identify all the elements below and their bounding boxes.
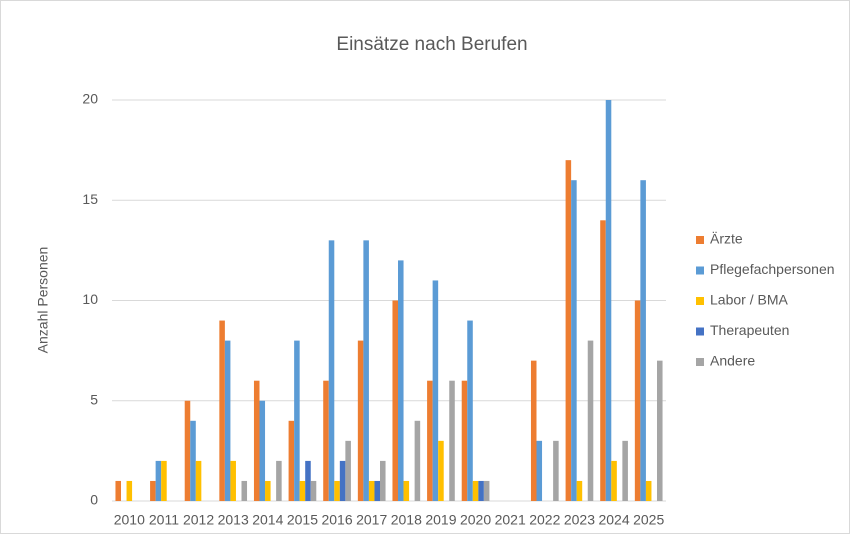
x-tick-label: 2025 <box>633 512 664 528</box>
x-tick-label: 2018 <box>391 512 422 528</box>
bar <box>467 320 473 501</box>
x-tick-label: 2023 <box>564 512 595 528</box>
legend-swatch <box>696 236 704 244</box>
x-tick-label: 2011 <box>149 512 179 528</box>
bar <box>640 180 646 501</box>
x-tick-label: 2015 <box>287 512 318 528</box>
x-tick-label: 2012 <box>183 512 214 528</box>
y-tick-label: 5 <box>90 391 98 407</box>
legend-swatch <box>696 266 704 275</box>
bar <box>576 480 583 501</box>
bar <box>536 440 543 501</box>
bar <box>461 380 468 501</box>
bar <box>565 160 572 501</box>
bar <box>265 480 271 501</box>
bar <box>230 460 236 501</box>
bar <box>339 460 346 501</box>
x-tick-label: 2021 <box>495 512 526 528</box>
bar <box>368 480 375 501</box>
x-tick-label: 2019 <box>425 512 456 528</box>
bar <box>483 480 490 501</box>
bar <box>611 460 617 501</box>
x-tick-label: 2022 <box>529 512 560 528</box>
x-tick-label: 2014 <box>252 512 283 528</box>
bar <box>432 280 439 501</box>
chart-title: Einsätze nach Berufen <box>336 34 527 55</box>
bar <box>571 180 577 501</box>
bar <box>634 300 641 501</box>
x-tick-label: 2010 <box>114 512 145 528</box>
bar <box>190 420 196 501</box>
bar <box>374 480 380 501</box>
bar <box>587 340 594 501</box>
x-tick-label: 2020 <box>460 512 491 528</box>
bar <box>323 380 329 501</box>
legend-label: Labor / BMA <box>710 292 788 308</box>
bar <box>276 460 282 501</box>
bar <box>126 480 133 501</box>
bar <box>195 460 202 501</box>
legend-label: Pflegefachpersonen <box>710 261 835 277</box>
bar <box>288 420 295 501</box>
bar <box>219 320 225 501</box>
bar <box>334 480 340 501</box>
bar <box>241 480 248 501</box>
bar <box>414 420 421 501</box>
x-tick-label: 2024 <box>598 512 629 528</box>
bar <box>363 240 369 501</box>
bar <box>155 460 162 501</box>
bar <box>553 440 559 501</box>
bar <box>310 480 317 501</box>
legend-label: Therapeuten <box>710 322 789 338</box>
bar <box>259 400 266 501</box>
bar <box>427 380 433 501</box>
bar <box>656 360 663 501</box>
bar <box>605 100 612 501</box>
bar <box>622 440 628 501</box>
bar <box>150 480 156 501</box>
bar <box>530 360 537 501</box>
bar <box>478 480 484 501</box>
bar <box>645 480 652 501</box>
bar <box>403 480 410 501</box>
bar <box>392 300 399 501</box>
bar <box>115 480 122 501</box>
bar <box>299 480 306 501</box>
legend-label: Andere <box>710 353 755 369</box>
bar <box>398 260 404 501</box>
legend-swatch <box>696 327 704 336</box>
bar <box>345 440 351 501</box>
bar <box>600 220 606 502</box>
bar <box>161 460 167 501</box>
bar <box>305 460 311 501</box>
bar <box>379 460 386 501</box>
legend-swatch <box>696 297 704 305</box>
y-tick-label: 10 <box>82 291 98 307</box>
bar <box>294 340 300 501</box>
bar <box>328 240 335 501</box>
bar <box>438 440 444 501</box>
bar <box>224 340 231 501</box>
y-tick-label: 20 <box>82 91 98 107</box>
bar <box>357 340 364 501</box>
x-tick-label: 2016 <box>321 512 352 528</box>
bar <box>253 380 260 501</box>
legend-label: Ärzte <box>710 231 743 247</box>
bar <box>184 400 191 501</box>
legend-swatch <box>696 358 704 366</box>
bar <box>449 380 455 501</box>
y-tick-label: 15 <box>82 191 98 207</box>
bar <box>472 480 479 501</box>
y-tick-label: 0 <box>90 492 98 508</box>
y-axis-label: Anzahl Personen <box>35 247 51 354</box>
x-tick-label: 2017 <box>356 512 387 528</box>
x-tick-label: 2013 <box>218 512 249 528</box>
